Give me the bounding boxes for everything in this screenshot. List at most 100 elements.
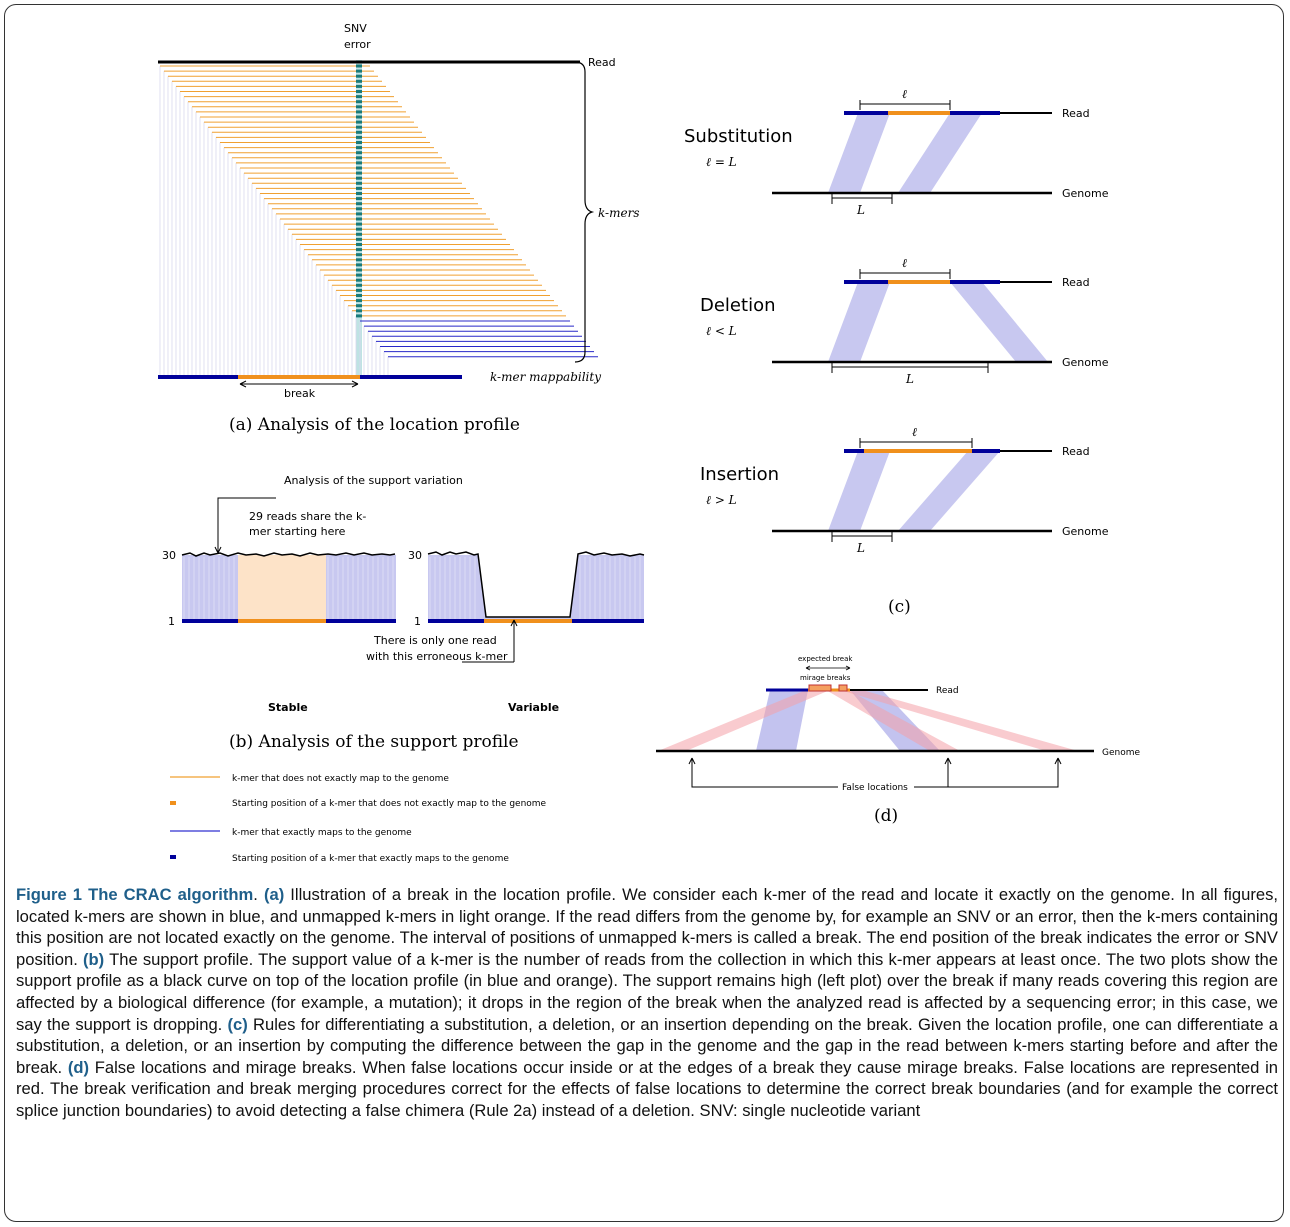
snv-mark xyxy=(356,202,362,206)
kmer-staircase xyxy=(159,64,598,377)
d-read-label: Read xyxy=(936,686,959,696)
snv-mark xyxy=(356,74,362,78)
d-mirage-breaks: mirage breaks xyxy=(800,674,851,682)
substitution-L: L xyxy=(856,203,865,217)
insertion-rule: ℓ > L xyxy=(706,493,737,507)
stable-y-bottom: 1 xyxy=(168,615,175,628)
deletion-L-bracket xyxy=(831,363,989,373)
snv-mark xyxy=(356,197,362,201)
read-label: Read xyxy=(588,56,616,69)
variable-support-curve xyxy=(427,551,645,618)
insertion-row: Insertion ℓ > L Read Genome ℓ L xyxy=(700,425,1109,555)
figure-frame xyxy=(4,4,1284,1222)
snv-mark xyxy=(356,258,362,262)
snv-mark xyxy=(356,217,362,221)
snv-mark xyxy=(356,171,362,175)
snv-mark xyxy=(356,64,362,68)
snv-mark xyxy=(356,146,362,150)
variable-label: Variable xyxy=(508,701,559,714)
d-red-band-2 xyxy=(826,690,960,751)
snv-mark xyxy=(356,212,362,216)
annot-top-line xyxy=(217,497,276,553)
deletion-read-label: Read xyxy=(1062,276,1090,289)
panel-a-caption: (a) Analysis of the location profile xyxy=(229,415,520,435)
insertion-L-bracket xyxy=(831,532,893,542)
panel-d-caption: (d) xyxy=(874,806,898,826)
snv-mark xyxy=(356,309,362,313)
legend-item-1: k-mer that does not exactly map to the g… xyxy=(232,774,449,784)
variable-stripes xyxy=(429,557,641,619)
panel-b-title: Analysis of the support variation xyxy=(284,474,463,487)
annot-top-arrowhead xyxy=(214,546,222,554)
stable-blue-left xyxy=(182,555,238,621)
panel-d: Read expected break mirage breaks Genome… xyxy=(656,655,1140,826)
snv-mark xyxy=(356,90,362,93)
legend-item-2: Starting position of a k-mer that does n… xyxy=(232,799,547,809)
snv-mark xyxy=(356,227,362,231)
stable-label: Stable xyxy=(268,701,308,714)
snv-mark xyxy=(356,222,362,226)
snv-mark xyxy=(356,278,362,282)
error-label: error xyxy=(344,38,371,51)
snv-mark xyxy=(356,283,362,287)
snv-mark xyxy=(356,248,362,252)
panel-a: SNV error Read k-mers k-mer mappability … xyxy=(158,22,640,435)
d-red-band-3 xyxy=(840,690,1078,751)
legend-blue-start xyxy=(170,855,176,859)
snv-mark xyxy=(356,69,362,73)
d-expected-break: expected break xyxy=(798,655,853,663)
snv-mark xyxy=(356,135,362,139)
panel-b-caption: (b) Analysis of the support profile xyxy=(229,732,519,752)
variable-fill xyxy=(428,555,644,621)
snv-mark xyxy=(356,95,362,99)
legend-item-4: Starting position of a k-mer that exactl… xyxy=(232,854,509,864)
deletion-band-right xyxy=(950,282,1048,362)
kmers-label: k-mers xyxy=(598,206,640,220)
substitution-band-right xyxy=(898,113,982,193)
caption-title: Figure 1 The CRAC algorithm xyxy=(16,885,254,904)
snv-mark xyxy=(356,125,362,129)
snv-mark xyxy=(356,243,362,246)
snv-mark xyxy=(356,100,362,104)
stable-stripes xyxy=(183,557,394,619)
snv-mark xyxy=(356,120,362,124)
snv-mark xyxy=(356,304,362,308)
snv-mark xyxy=(356,105,362,109)
substitution-row: Substitution ℓ = L Read Genome ℓ L xyxy=(684,87,1109,217)
substitution-L-bracket xyxy=(831,194,893,204)
snv-mark xyxy=(356,268,362,272)
snv-mark xyxy=(356,263,362,267)
deletion-rule: ℓ < L xyxy=(706,324,737,338)
caption-sep: . xyxy=(253,885,264,904)
snv-mark xyxy=(356,314,362,318)
d-red-band-1 xyxy=(658,690,830,751)
insertion-L: L xyxy=(856,541,865,555)
caption-d-text: False locations and mirage breaks. When … xyxy=(16,1057,1279,1120)
panel-c: Substitution ℓ = L Read Genome ℓ L Delet… xyxy=(684,87,1109,617)
annot-bottom-2: with this erroneous k-mer xyxy=(366,650,508,663)
d-expected-arrow xyxy=(805,665,851,671)
snv-mark xyxy=(356,294,362,297)
annot-bottom-arrowhead xyxy=(510,619,518,627)
caption-a-text: Illustration of a break in the location … xyxy=(16,885,1278,969)
snv-mark xyxy=(356,181,362,185)
d-false-locations: False locations xyxy=(842,783,908,793)
snv-mark xyxy=(356,79,362,83)
snv-mark xyxy=(356,84,362,88)
kmer-brace xyxy=(574,61,595,363)
snv-mark xyxy=(356,176,362,180)
annot-top-2: mer starting here xyxy=(249,525,346,538)
insertion-ell-bracket xyxy=(859,438,973,448)
d-false-line-right xyxy=(914,758,1059,788)
panel-b: Analysis of the support variation 30 1 2… xyxy=(162,474,645,752)
snv-mark xyxy=(356,110,362,114)
snv-mark xyxy=(356,192,362,195)
snv-mark xyxy=(356,166,362,170)
caption-a-tag: (a) xyxy=(263,885,285,904)
panel-c-caption: (c) xyxy=(888,597,911,617)
insertion-genome-label: Genome xyxy=(1062,525,1109,538)
legend: k-mer that does not exactly map to the g… xyxy=(170,774,547,864)
substitution-band-left xyxy=(828,113,890,193)
substitution-rule: ℓ = L xyxy=(706,155,737,169)
break-label: break xyxy=(284,387,316,400)
